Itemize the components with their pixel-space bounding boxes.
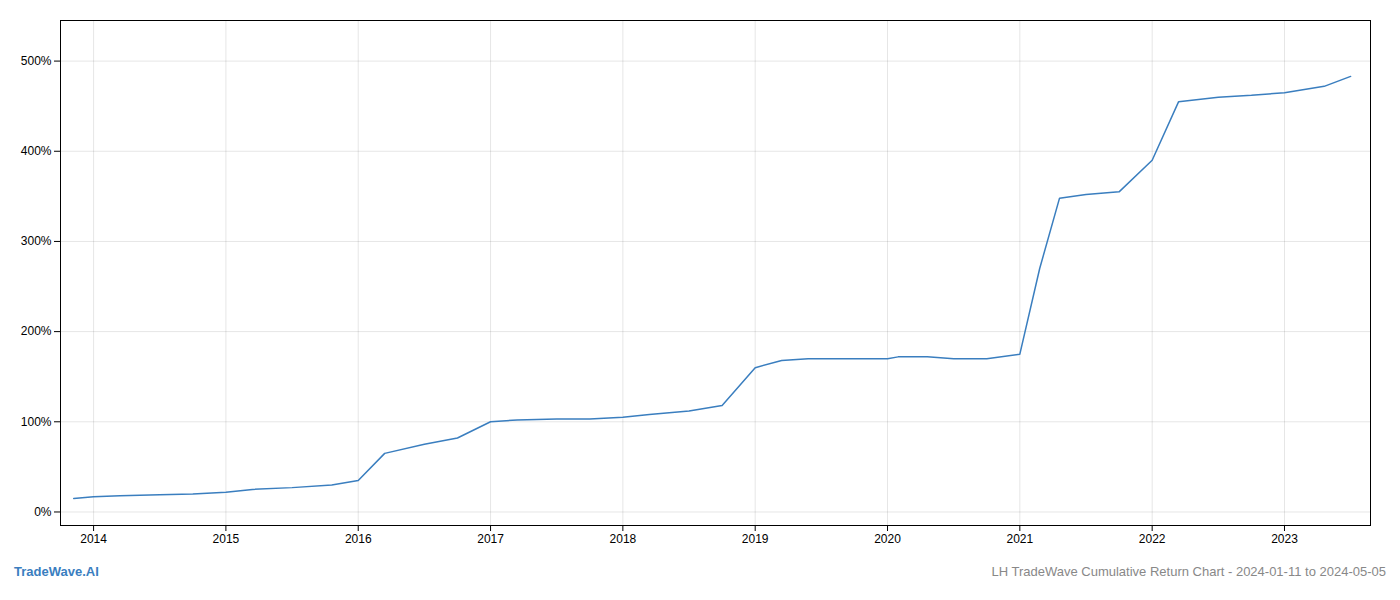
html-text:LH TradeWave Cumulative Return: LH TradeWave Cumulative Return Chart - 2… [991, 564, 1386, 579]
svg-text:2020: 2020 [874, 532, 901, 546]
svg-text:200%: 200% [21, 324, 52, 338]
svg-text:400%: 400% [21, 144, 52, 158]
svg-text:2023: 2023 [1271, 532, 1298, 546]
svg-text:2015: 2015 [213, 532, 240, 546]
svg-text:2022: 2022 [1139, 532, 1166, 546]
svg-text:2017: 2017 [477, 532, 504, 546]
svg-text:2014: 2014 [80, 532, 107, 546]
svg-text:0%: 0% [34, 505, 52, 519]
svg-text:300%: 300% [21, 234, 52, 248]
html-text:TradeWave.AI: TradeWave.AI [14, 564, 99, 579]
svg-text:100%: 100% [21, 415, 52, 429]
svg-text:2019: 2019 [742, 532, 769, 546]
svg-text:2021: 2021 [1006, 532, 1033, 546]
svg-text:2018: 2018 [610, 532, 637, 546]
svg-text:500%: 500% [21, 54, 52, 68]
svg-text:2016: 2016 [345, 532, 372, 546]
